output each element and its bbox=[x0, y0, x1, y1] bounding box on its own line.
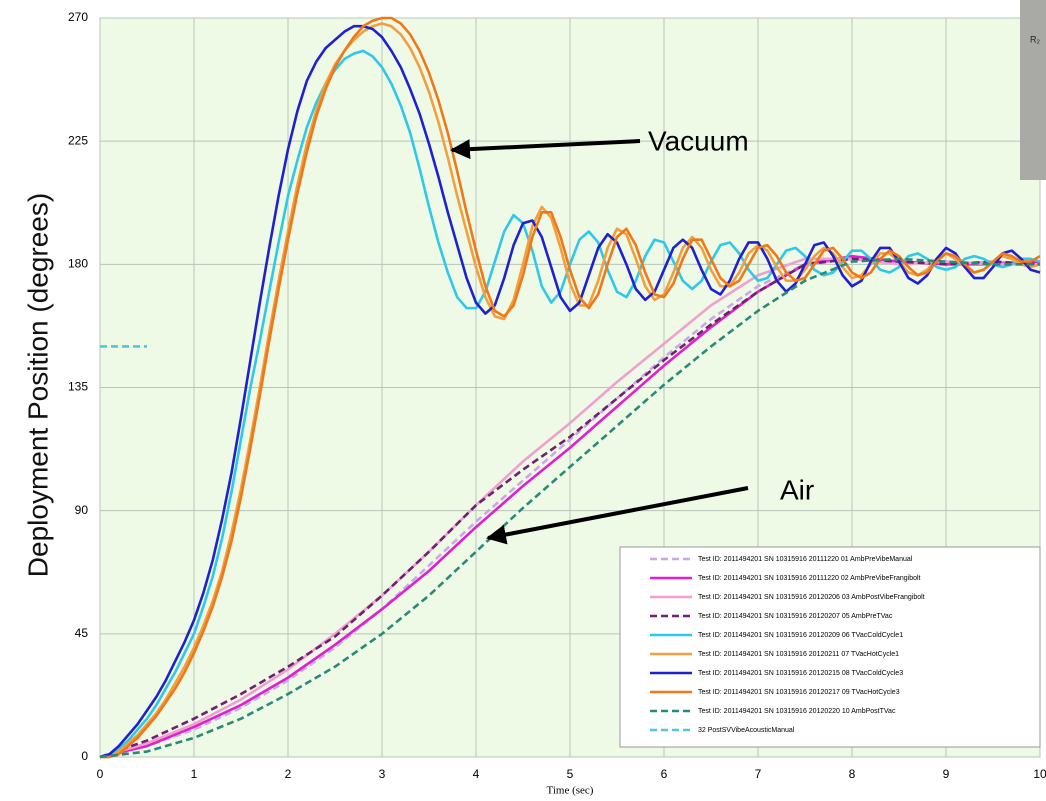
x-tick-label: 9 bbox=[943, 767, 950, 781]
legend-label: Test ID: 2011494201 SN 10315916 20120207… bbox=[698, 613, 893, 620]
x-tick-label: 4 bbox=[473, 767, 480, 781]
photo-label: R₂ bbox=[1030, 34, 1040, 44]
x-tick-label: 10 bbox=[1033, 767, 1046, 781]
legend-label: 32 PostSVVibeAcousticManual bbox=[698, 727, 795, 734]
series-line bbox=[100, 22, 1041, 759]
legend-label: Test ID: 2011494201 SN 10315916 20120211… bbox=[698, 651, 899, 658]
x-tick-label: 2 bbox=[285, 767, 292, 781]
legend-label: Test ID: 2011494201 SN 10315916 20120217… bbox=[698, 689, 900, 696]
series-line bbox=[99, 49, 1041, 759]
y-tick-label: 180 bbox=[68, 257, 88, 271]
annotation: Air bbox=[780, 474, 814, 505]
photo bbox=[1020, 0, 1046, 180]
arrow bbox=[450, 139, 641, 160]
legend-label: Test ID: 2011494201 SN 10315916 20120206… bbox=[698, 594, 925, 601]
series-line bbox=[100, 16, 1041, 759]
y-tick-label: 90 bbox=[75, 503, 89, 517]
x-tick-label: 0 bbox=[97, 767, 104, 781]
legend-label: Test ID: 2011494201 SN 10315916 20120215… bbox=[698, 670, 903, 677]
annotation: Vacuum bbox=[648, 125, 749, 156]
x-tick-label: 3 bbox=[379, 767, 386, 781]
x-tick-label: 5 bbox=[567, 767, 574, 781]
legend-label: Test ID: 2011494201 SN 10315916 20120220… bbox=[698, 708, 896, 715]
x-tick-label: 6 bbox=[661, 767, 668, 781]
y-tick-label: 135 bbox=[68, 380, 88, 394]
series-line bbox=[99, 24, 1041, 759]
y-axis-label: Deployment Position (degrees) bbox=[22, 193, 53, 577]
series-line bbox=[99, 257, 1040, 759]
y-tick-label: 0 bbox=[81, 749, 88, 763]
x-axis-label: Time (sec) bbox=[547, 785, 594, 797]
x-tick-label: 8 bbox=[849, 767, 856, 781]
y-tick-label: 45 bbox=[75, 626, 89, 640]
arrow bbox=[486, 486, 749, 545]
y-tick-label: 270 bbox=[68, 10, 88, 24]
series-line bbox=[99, 254, 1041, 759]
legend-box bbox=[619, 546, 1041, 748]
legend-label: Test ID: 2011494201 SN 10315916 20111220… bbox=[698, 556, 913, 563]
legend-label: Test ID: 2011494201 SN 10315916 20111220… bbox=[698, 575, 921, 582]
x-tick-label: 7 bbox=[755, 767, 762, 781]
x-tick-label: 1 bbox=[191, 767, 198, 781]
legend-label: Test ID: 2011494201 SN 10315916 20120209… bbox=[698, 632, 903, 639]
series-line bbox=[99, 257, 1041, 759]
y-tick-label: 225 bbox=[68, 133, 88, 147]
series-line bbox=[99, 257, 1040, 759]
